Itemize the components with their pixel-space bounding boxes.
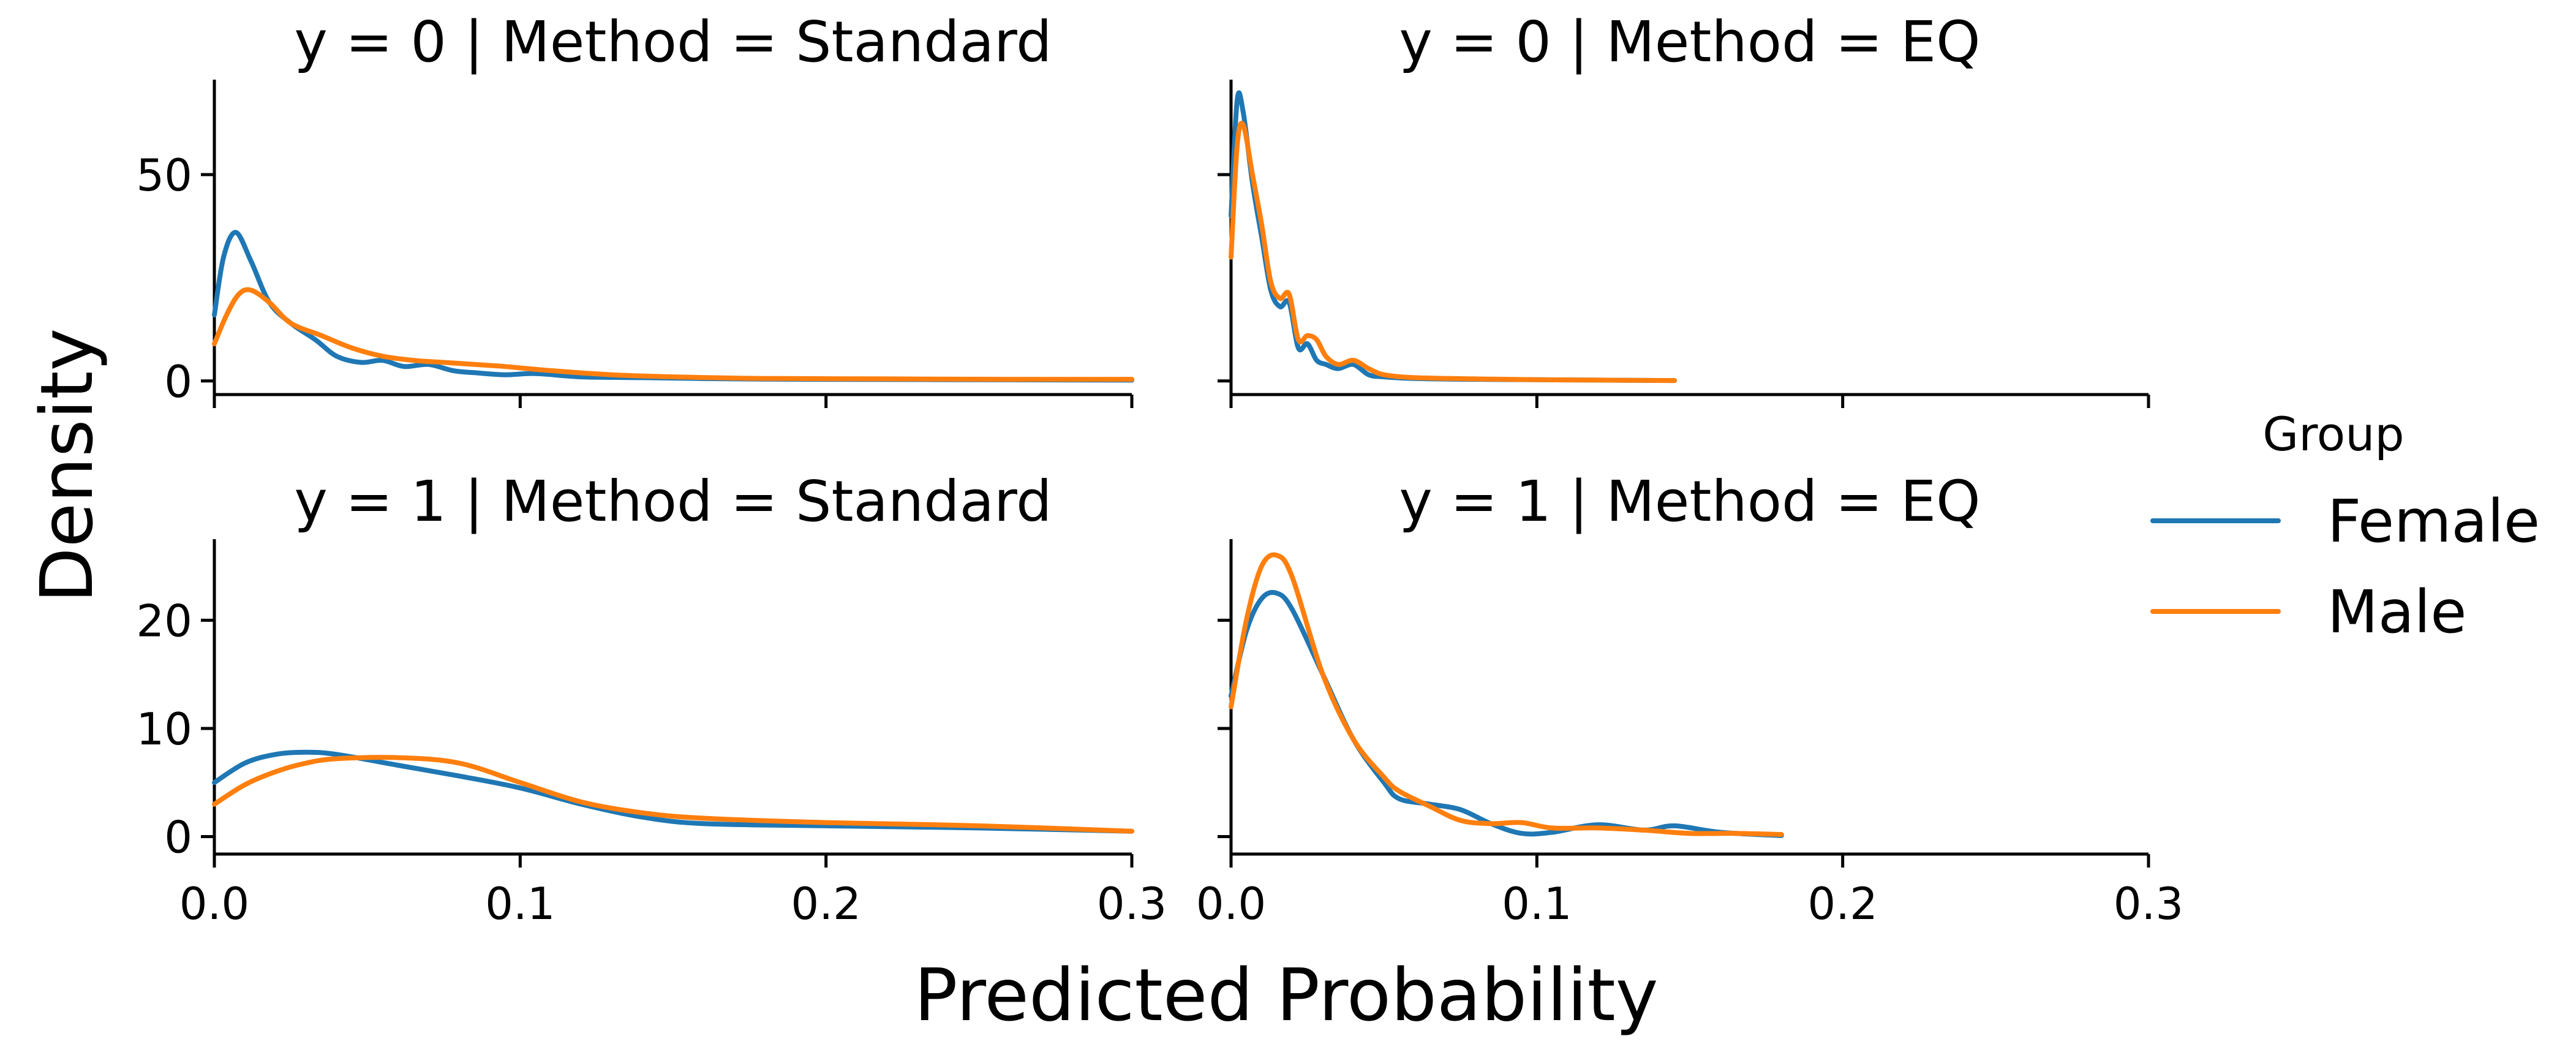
x-tick-label-3-2: 0.2	[1807, 878, 1878, 929]
x-tick-label-2-2: 0.2	[791, 878, 861, 929]
x-tick-label-2-3: 0.3	[1097, 878, 1167, 929]
series-male-line-0	[212, 287, 1134, 382]
legend-label-female: Female	[2327, 487, 2540, 556]
series-male-line-2	[212, 755, 1134, 834]
panel-title-0: y = 0 | Method = Standard	[294, 9, 1052, 75]
y-tick-label-0-1: 50	[136, 149, 192, 201]
series-female-line-2	[212, 749, 1134, 834]
x-tick-label-3-0: 0.0	[1196, 878, 1267, 929]
y-tick-label-2-2: 20	[136, 595, 192, 646]
y-tick-label-0-0: 0	[164, 356, 192, 407]
series-male-line-1	[1229, 120, 1677, 384]
legend-label-male: Male	[2327, 578, 2466, 646]
y-tick-label-2-1: 10	[136, 703, 192, 755]
series-female-line-3	[1229, 589, 1784, 838]
panel-title-2: y = 1 | Method = Standard	[294, 469, 1052, 534]
y-axis-title: Density	[24, 328, 109, 603]
series-male-line-3	[1229, 552, 1784, 837]
x-tick-label-2-0: 0.0	[179, 878, 250, 929]
panel-title-1: y = 0 | Method = EQ	[1399, 9, 1980, 75]
panel-title-3: y = 1 | Method = EQ	[1399, 469, 1980, 534]
x-tick-label-3-3: 0.3	[2114, 878, 2184, 929]
y-tick-label-2-0: 0	[164, 812, 192, 863]
legend-title: Group	[2262, 407, 2404, 461]
x-axis-title: Predicted Probability	[914, 953, 1658, 1037]
x-tick-label-2-1: 0.1	[485, 878, 555, 929]
series-female-line-0	[212, 230, 1134, 383]
x-tick-label-3-1: 0.1	[1502, 878, 1572, 929]
